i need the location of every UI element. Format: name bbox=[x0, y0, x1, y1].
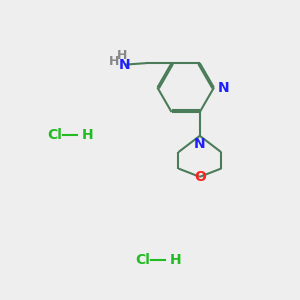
Text: N: N bbox=[119, 58, 131, 72]
Text: N: N bbox=[194, 137, 206, 151]
Text: H: H bbox=[169, 253, 181, 267]
Text: H: H bbox=[82, 128, 93, 142]
Text: Cl: Cl bbox=[135, 253, 150, 267]
Text: H: H bbox=[109, 55, 120, 68]
Text: N: N bbox=[218, 81, 229, 94]
Text: H: H bbox=[117, 49, 128, 62]
Text: O: O bbox=[194, 170, 206, 184]
Text: Cl: Cl bbox=[47, 128, 62, 142]
